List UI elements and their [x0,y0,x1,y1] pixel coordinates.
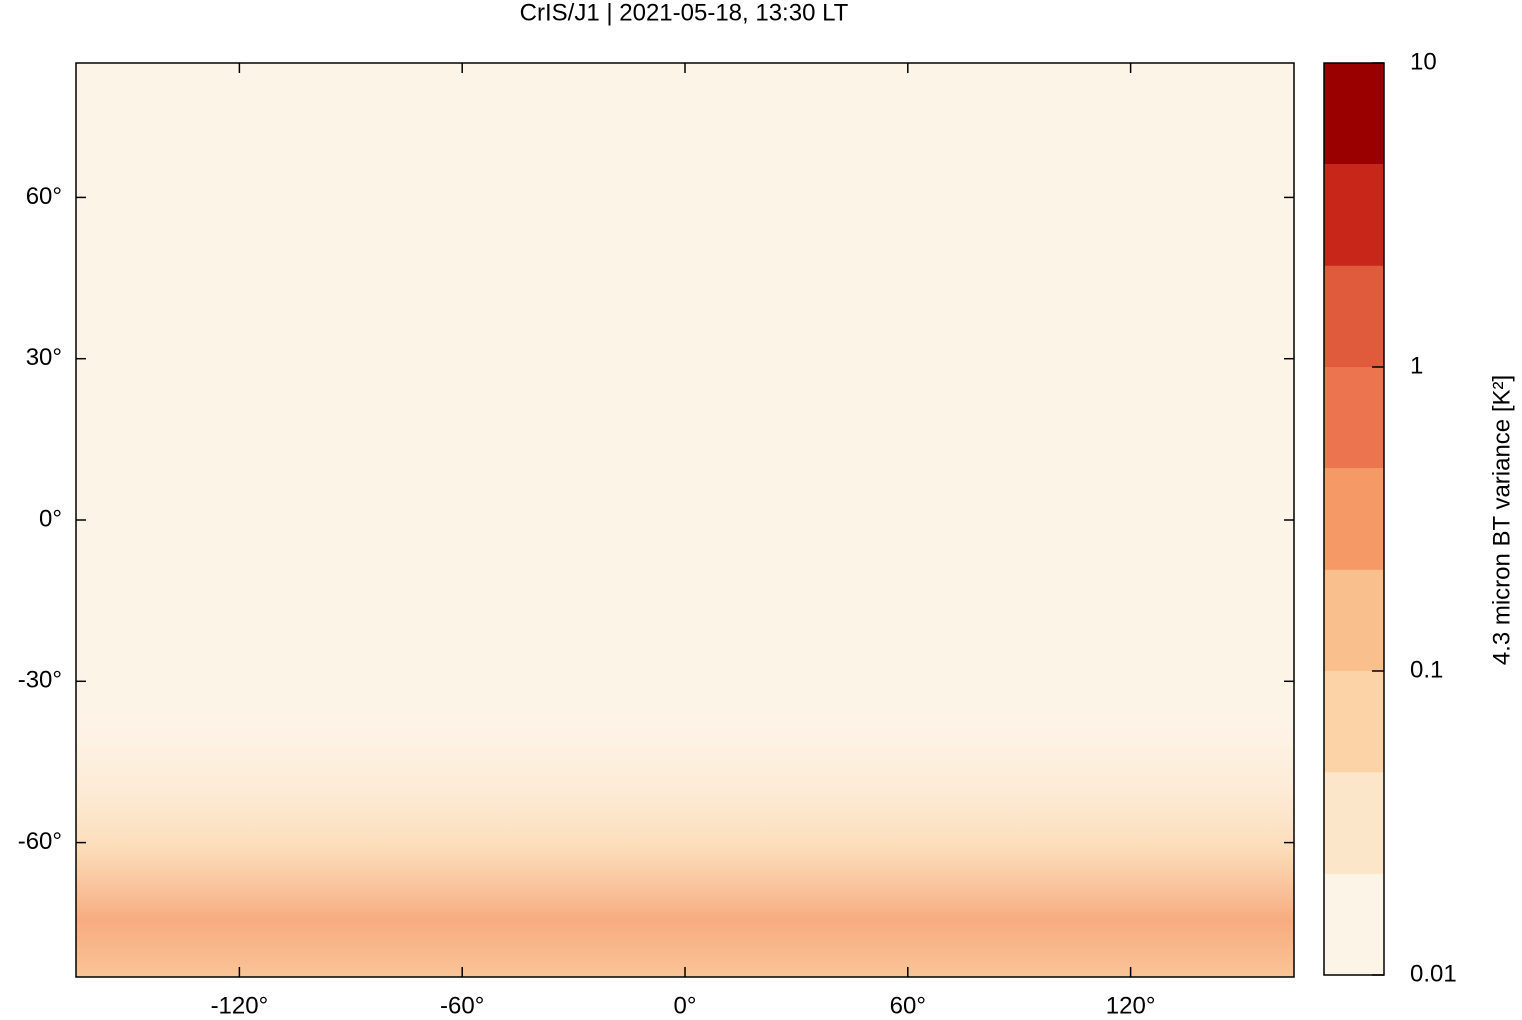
colorbar-tick-label: 0.01 [1410,960,1457,987]
colorbar-band [1324,164,1384,266]
colorbar-tick-label: 0.1 [1410,656,1443,683]
colorbar-frame [1323,62,1385,976]
y-tick-label: -30° [18,667,62,694]
y-tick-label: 60° [26,183,62,210]
y-tick-label: 0° [39,505,62,532]
colorbar-label: 4.3 micron BT variance [K²] [1488,375,1515,665]
x-tick-label: 120° [1106,992,1156,1019]
southern-field [76,690,1294,977]
colorbar-band [1324,671,1384,773]
colorbar-tick-label: 10 [1410,48,1437,75]
x-tick-label: -60° [440,992,484,1019]
x-tick-label: 0° [674,992,697,1019]
y-tick-label: -60° [18,828,62,855]
colorbar-band [1324,63,1384,165]
colorbar-band [1324,265,1384,367]
colorbar-band [1324,367,1384,469]
colorbar-band [1324,468,1384,570]
chart-title: CrIS/J1 | 2021-05-18, 13:30 LT [520,0,849,26]
x-tick-label: -120° [211,992,269,1019]
y-tick-label: 30° [26,344,62,371]
colorbar-band [1324,772,1384,874]
colorbar-band [1324,873,1384,975]
x-tick-label: 60° [890,992,926,1019]
colorbar-band [1324,569,1384,671]
colorbar-tick-label: 1 [1410,352,1423,379]
